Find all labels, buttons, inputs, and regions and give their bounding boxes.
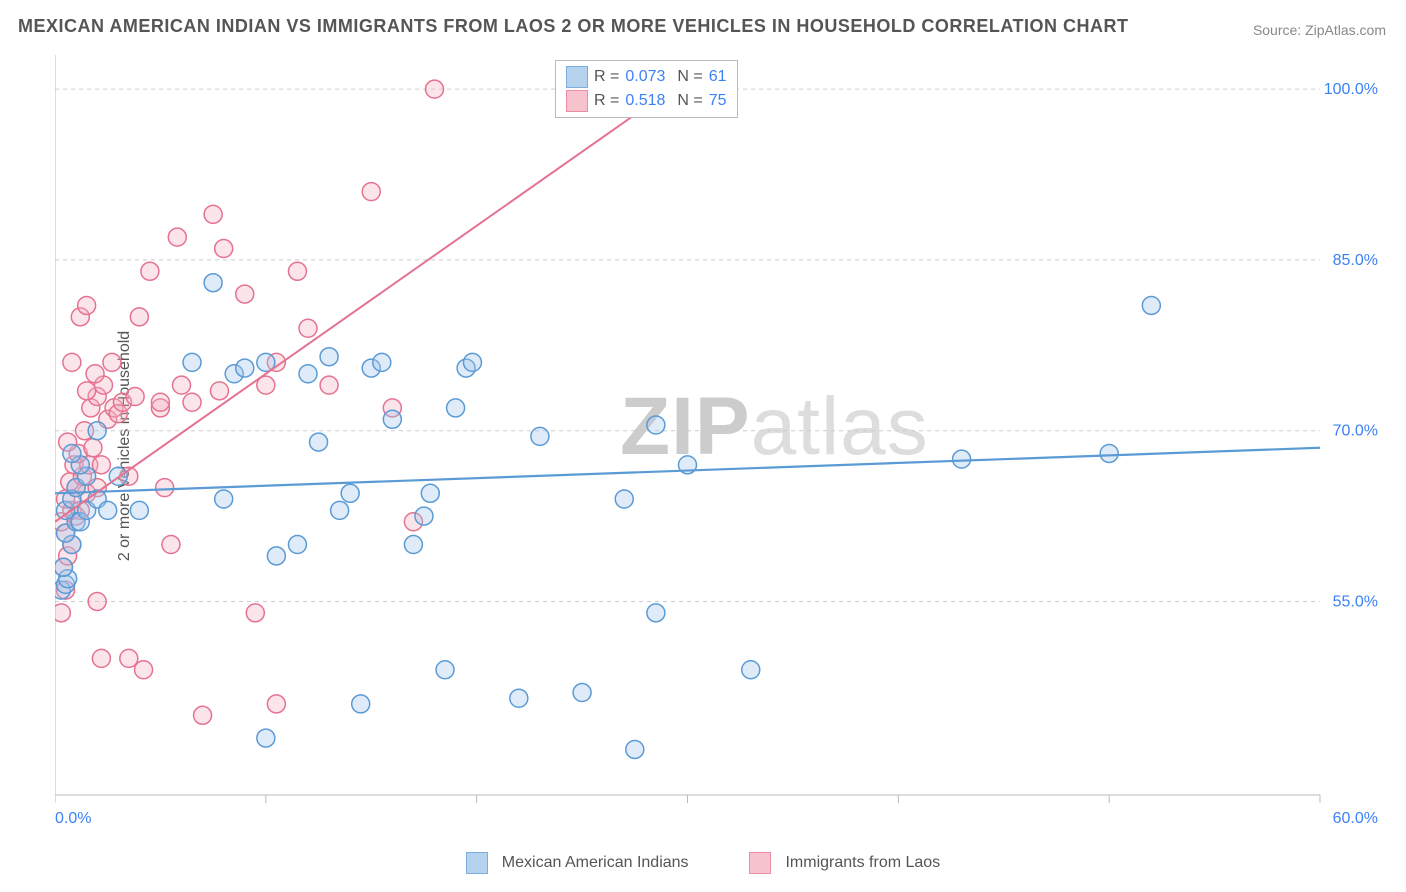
legend-n-label-2: N = (677, 92, 702, 110)
source-attribution: Source: ZipAtlas.com (1253, 22, 1386, 38)
plot-area: 55.0% 70.0% 85.0% 100.0% 0.0% 60.0% (55, 55, 1385, 835)
legend-r-label-1: R = (594, 68, 619, 86)
legend-n-value-1: 61 (709, 68, 727, 86)
legend-n-value-2: 75 (709, 92, 727, 110)
legend-bottom-marker-blue (466, 852, 488, 874)
legend-series-names: Mexican American Indians Immigrants from… (0, 852, 1406, 874)
legend-r-value-2: 0.518 (625, 92, 665, 110)
svg-text:55.0%: 55.0% (1333, 593, 1378, 610)
legend-bottom-label-2: Immigrants from Laos (785, 854, 940, 871)
legend-marker-pink (566, 90, 588, 112)
chart-title: MEXICAN AMERICAN INDIAN VS IMMIGRANTS FR… (18, 16, 1129, 37)
legend-bottom-marker-pink (749, 852, 771, 874)
svg-text:0.0%: 0.0% (55, 810, 91, 827)
svg-text:60.0%: 60.0% (1333, 810, 1378, 827)
legend-r-value-1: 0.073 (625, 68, 665, 86)
legend-row-series-2: R = 0.518 N = 75 (566, 89, 727, 113)
legend-correlation-box: R = 0.073 N = 61 R = 0.518 N = 75 (555, 60, 738, 118)
legend-bottom-label-1: Mexican American Indians (502, 854, 689, 871)
legend-r-label-2: R = (594, 92, 619, 110)
legend-row-series-1: R = 0.073 N = 61 (566, 65, 727, 89)
svg-text:100.0%: 100.0% (1324, 81, 1378, 98)
legend-n-label-1: N = (677, 68, 702, 86)
svg-text:85.0%: 85.0% (1333, 252, 1378, 269)
svg-text:70.0%: 70.0% (1333, 423, 1378, 440)
scatter-chart: 55.0% 70.0% 85.0% 100.0% 0.0% 60.0% (55, 55, 1385, 835)
legend-marker-blue (566, 66, 588, 88)
